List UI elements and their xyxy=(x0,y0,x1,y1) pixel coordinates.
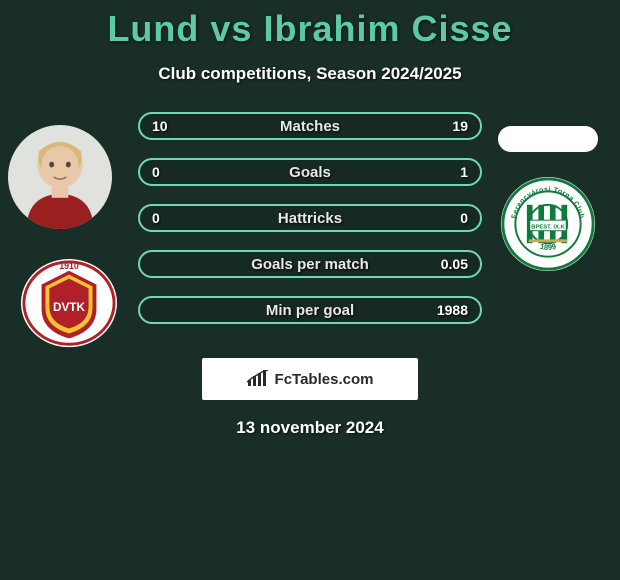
stat-label: Goals xyxy=(140,164,480,181)
stats-region: 10Matches190Goals10Hattricks0Goals per m… xyxy=(0,112,620,352)
stat-label: Matches xyxy=(140,118,480,135)
stat-right-value: 0 xyxy=(460,210,468,226)
stat-row: Min per goal1988 xyxy=(138,296,482,324)
date-text: 13 november 2024 xyxy=(0,418,620,438)
stat-label: Min per goal xyxy=(140,302,480,319)
stat-right-value: 1988 xyxy=(437,302,468,318)
stat-right-value: 0.05 xyxy=(441,256,468,272)
stat-row: 0Goals1 xyxy=(138,158,482,186)
stat-row: Goals per match0.05 xyxy=(138,250,482,278)
stat-row: 0Hattricks0 xyxy=(138,204,482,232)
subtitle: Club competitions, Season 2024/2025 xyxy=(0,64,620,84)
page-title: Lund vs Ibrahim Cisse xyxy=(0,0,620,50)
brand-text: FcTables.com xyxy=(275,371,374,388)
stat-row: 10Matches19 xyxy=(138,112,482,140)
brand-box: FcTables.com xyxy=(202,358,418,400)
stat-right-value: 19 xyxy=(452,118,468,134)
stat-label: Goals per match xyxy=(140,256,480,273)
stat-label: Hattricks xyxy=(140,210,480,227)
bar-chart-icon xyxy=(247,370,269,388)
stat-right-value: 1 xyxy=(460,164,468,180)
